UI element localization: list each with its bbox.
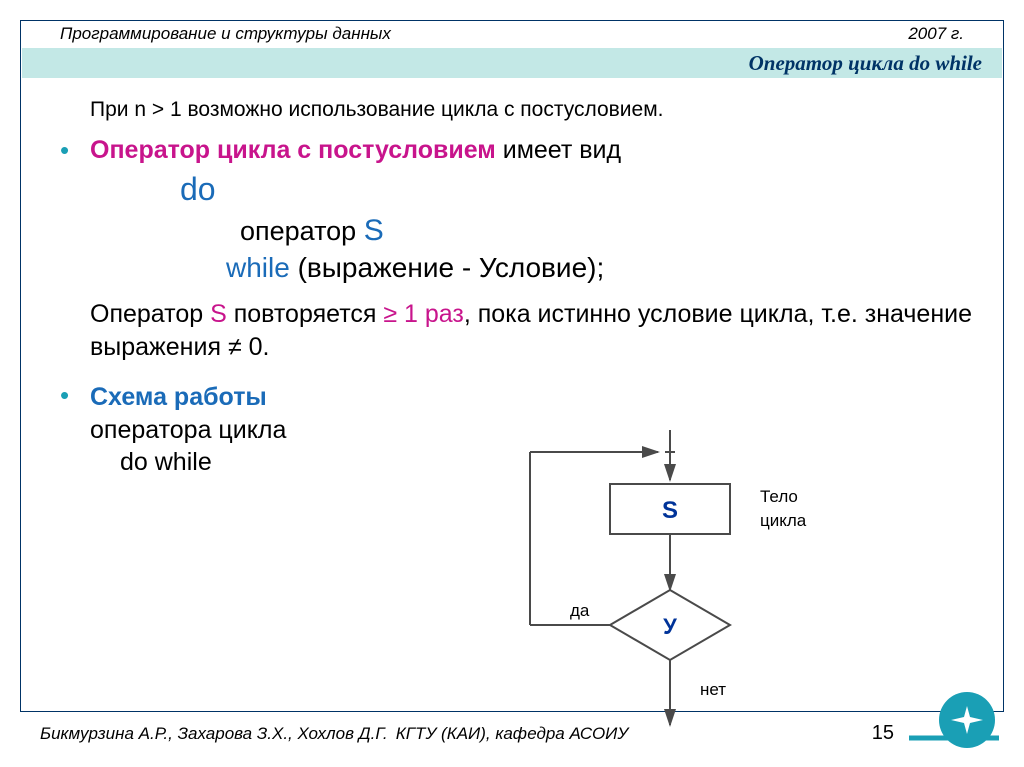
kw-while: while (226, 252, 290, 283)
content: При n > 1 возможно использование цикла с… (60, 90, 984, 479)
flow-cond-label: У (663, 614, 677, 639)
scheme-line2: оператора цикла (90, 416, 286, 444)
scheme-line3: do while (120, 446, 212, 479)
description: Оператор S повторяется ≥ 1 раз, пока ист… (90, 298, 984, 363)
code-block: do оператор S while (выражение - Условие… (180, 171, 984, 284)
op-word: оператор (240, 216, 364, 246)
while-line: while (выражение - Условие); (226, 252, 984, 284)
header-left: Программирование и структуры данных (60, 24, 391, 44)
footer-authors: Бикмурзина А.Р., Захарова З.Х., Хохлов Д… (40, 724, 388, 744)
slide: Программирование и структуры данных 2007… (0, 0, 1024, 767)
intro-text: При n > 1 возможно использование цикла с… (90, 98, 984, 122)
bullet-2-text: Схема работы оператора цикла do while (90, 381, 286, 479)
flow-box-label: S (662, 497, 678, 524)
flow-body-label1: Тело (760, 487, 798, 506)
logo-icon (909, 685, 999, 755)
scheme-title: Схема работы (90, 383, 267, 411)
bullet-1-rest: имеет вид (496, 136, 621, 164)
bullet-1-text: Оператор цикла с постусловием имеет вид (90, 136, 621, 165)
desc-p2: повторяется (227, 300, 384, 328)
bullet-icon: • (60, 381, 90, 409)
header-right: 2007 г. (908, 24, 964, 44)
page-number: 15 (872, 722, 894, 745)
header: Программирование и структуры данных 2007… (60, 24, 964, 44)
bullet-icon: • (60, 136, 90, 164)
title-bar: Оператор цикла do while (22, 48, 1002, 78)
kw-do: do (180, 171, 984, 208)
desc-s: S (210, 300, 227, 328)
footer: Бикмурзина А.Р., Захарова З.Х., Хохлов Д… (40, 722, 984, 745)
while-rest: (выражение - Условие); (290, 252, 604, 283)
operator-line: оператор S (240, 214, 984, 248)
flowchart-diagram: S Тело цикла У да нет (470, 430, 870, 740)
slide-title: Оператор цикла do while (749, 51, 982, 76)
flow-no: нет (700, 680, 726, 699)
footer-org: КГТУ (КАИ), кафедра АСОИУ (396, 724, 628, 744)
desc-rep: ≥ 1 раз (383, 300, 464, 328)
op-s: S (364, 214, 384, 247)
flow-body-label2: цикла (760, 511, 807, 530)
bullet-1-magenta: Оператор цикла с постусловием (90, 136, 496, 164)
flow-yes: да (570, 601, 590, 620)
desc-p1: Оператор (90, 300, 210, 328)
bullet-1: • Оператор цикла с постусловием имеет ви… (60, 136, 984, 165)
